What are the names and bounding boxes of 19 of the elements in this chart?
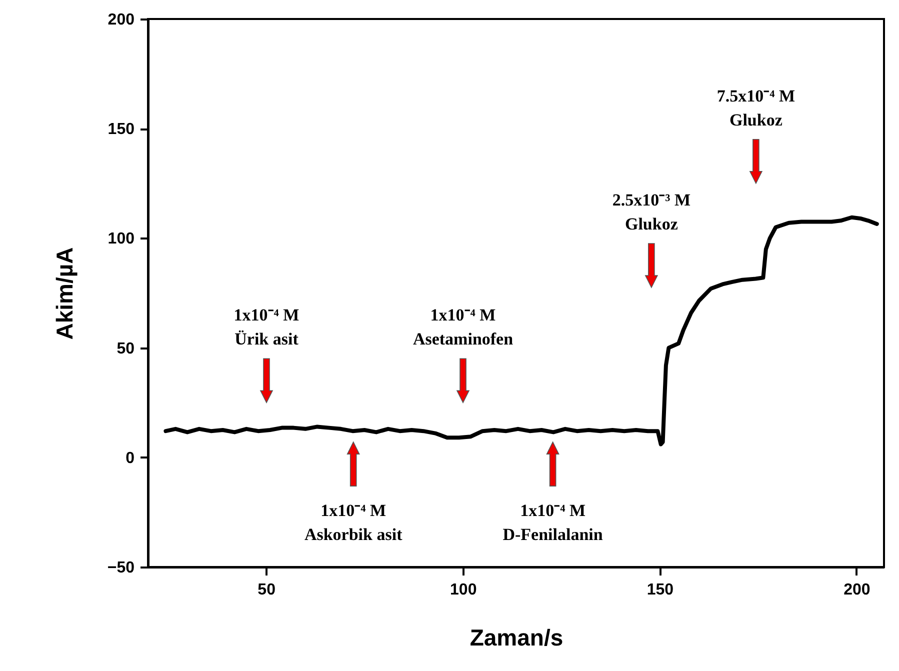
annotation: 1x10⁻⁴ M Askorbik asit [304, 501, 403, 544]
line-series [164, 215, 879, 446]
annotation: 1x10⁻⁴ M Asetaminofen [412, 306, 514, 349]
x-tick-label: 150 [646, 582, 674, 598]
y-tick-label: 200 [108, 12, 135, 28]
y-tick-label: 50 [116, 340, 135, 358]
y-tick-label: 150 [108, 121, 135, 138]
x-axis-title: Zaman/s [470, 624, 564, 650]
annotation: 1x10⁻⁴ M D-Fenilalanin [502, 501, 604, 544]
x-tick-label: 50 [258, 582, 276, 598]
annotation: 1x10⁻⁴ M Ürik asit [234, 306, 300, 349]
x-tick-label: 200 [844, 582, 870, 598]
annotation: 2.5x10⁻³ M Glukoz [612, 190, 690, 234]
x-tick-label: 100 [450, 582, 477, 598]
annotation: 7.5x10⁻⁴ M Glukoz [716, 86, 796, 130]
y-tick-label: 0 [126, 450, 135, 467]
y-tick-label: 100 [108, 230, 135, 248]
y-tick-label: −50 [107, 560, 135, 576]
y-axis-title: Akim/µA [51, 247, 78, 340]
